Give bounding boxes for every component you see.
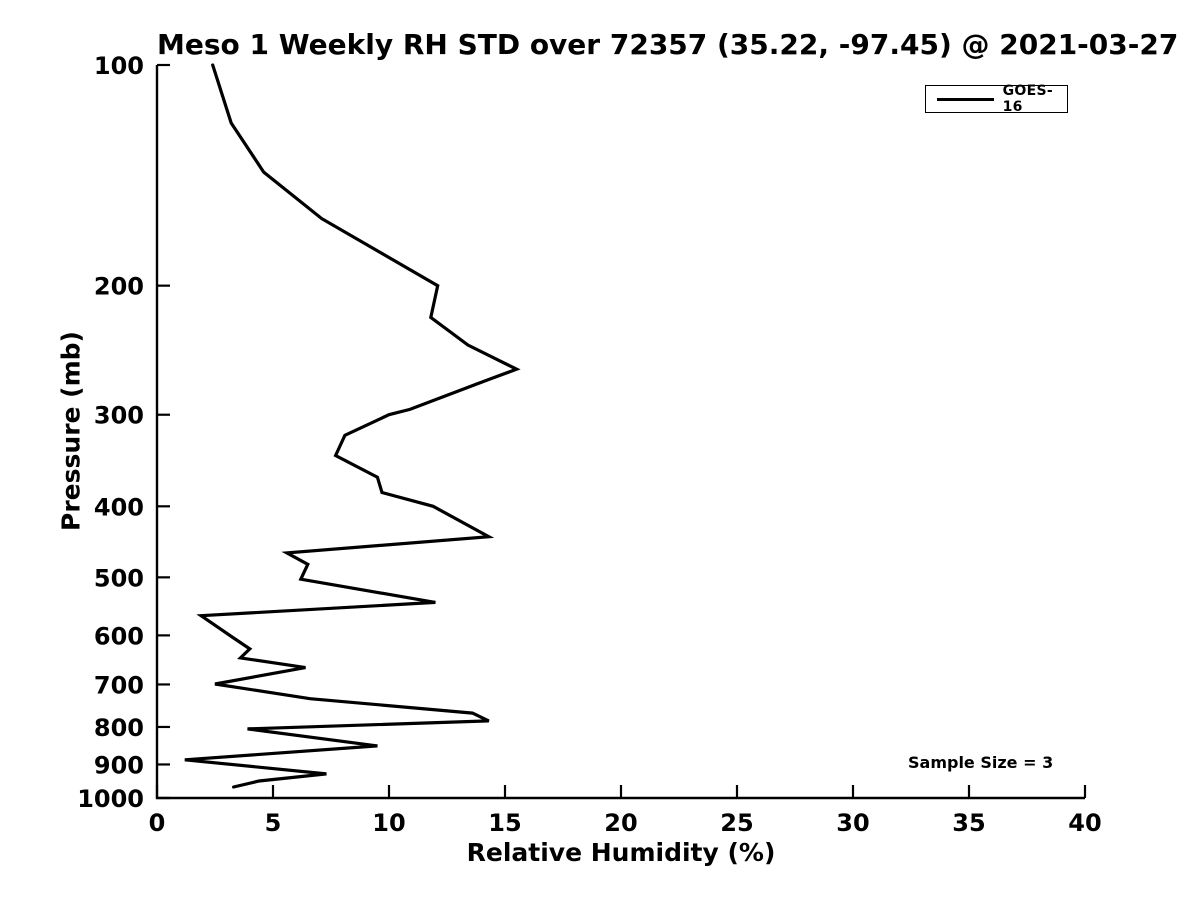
y-tick-label: 300 xyxy=(94,402,144,430)
y-tick-label: 600 xyxy=(94,622,144,650)
goes16-line-swatch xyxy=(937,97,994,101)
x-tick-label: 40 xyxy=(1068,809,1101,837)
x-tick-label: 25 xyxy=(720,809,753,837)
y-tick-label: 400 xyxy=(94,493,144,521)
x-tick-label: 30 xyxy=(836,809,869,837)
y-tick-label: 100 xyxy=(94,52,144,80)
sample-size-annotation: Sample Size = 3 xyxy=(908,753,1054,772)
x-tick-label: 10 xyxy=(372,809,405,837)
x-axis-title: Relative Humidity (%) xyxy=(466,838,776,867)
y-tick-label: 700 xyxy=(94,671,144,699)
x-tick-label: 5 xyxy=(265,809,282,837)
chart-title: Meso 1 Weekly RH STD over 72357 (35.22, … xyxy=(157,28,1179,61)
axis-spines xyxy=(155,65,1085,800)
x-tick-label: 20 xyxy=(604,809,637,837)
y-tick-label: 200 xyxy=(94,273,144,301)
y-tick-label: 1000 xyxy=(77,785,144,813)
legend: GOES-16 xyxy=(925,83,1068,115)
y-tick-label: 900 xyxy=(94,751,144,779)
x-tick-label: 15 xyxy=(488,809,521,837)
legend-label: GOES-16 xyxy=(1002,83,1053,115)
x-tick-label: 0 xyxy=(149,809,166,837)
x-tick-label: 35 xyxy=(952,809,985,837)
rh-std-line xyxy=(184,63,521,789)
y-tick-label: 800 xyxy=(94,714,144,742)
y-tick-label: 500 xyxy=(94,564,144,592)
